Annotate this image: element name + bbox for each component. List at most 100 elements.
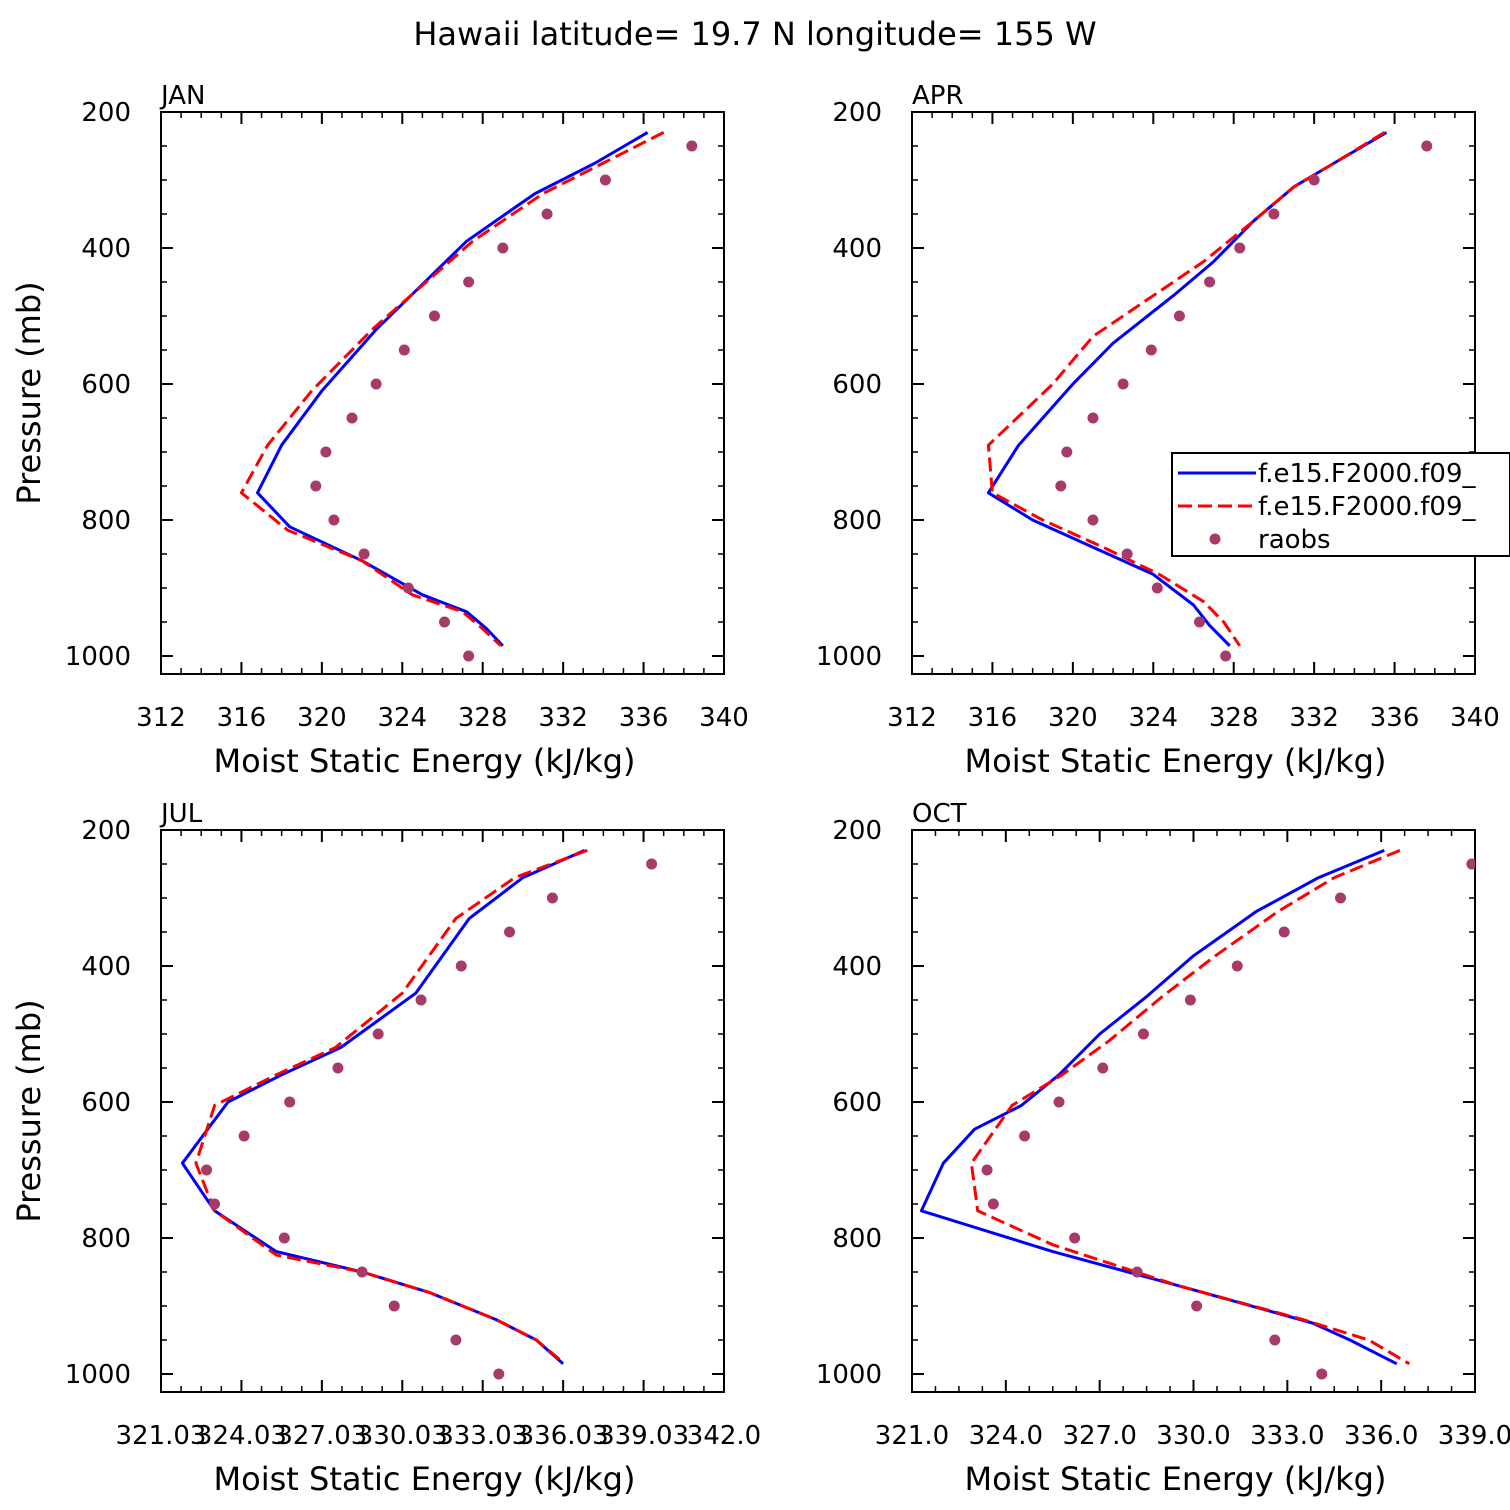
y-tick-label: 200 [81,98,131,128]
raobs-point [388,1300,400,1312]
series-group [986,131,1433,662]
raobs-point [1184,994,1196,1006]
raobs-point [504,926,516,938]
raobs-point [1268,208,1280,220]
raobs-point [1466,858,1475,870]
panels: JAN 312 316 320 324 328 332 336 340 200 400 600 800 1… [10,81,1510,1498]
x-axis-label: Moist Static Energy (kJ/kg) [965,1460,1387,1498]
legend: f.e15.F2000.f09_f.e15.F2000.f09_raobs [1171,452,1510,557]
series-group [239,131,698,662]
raobs-point [1421,140,1433,152]
legend-dot [1209,533,1221,545]
y-tick-label: 800 [832,1224,882,1254]
panel-label: JAN [159,81,205,111]
raobs-point [1191,1300,1203,1312]
raobs-point [1087,412,1099,424]
raobs-point [415,994,427,1006]
raobs-point [428,310,440,322]
x-tick-label: 316 [968,703,1018,733]
raobs-point [1117,378,1129,390]
x-tick-label: 324 [377,703,427,733]
y-tick-label: 400 [832,952,882,982]
x-tick-label: 316 [217,703,267,733]
raobs-point [1220,650,1232,662]
x-tick-label: 332 [1289,703,1339,733]
raobs-point [450,1334,462,1346]
x-tick-label: 320 [1048,703,1098,733]
raobs-point [370,378,382,390]
series-group [919,849,1475,1380]
model-line-dashed [194,848,588,1364]
raobs-point [1204,276,1216,288]
y-tick-label: 200 [832,98,882,128]
y-tick-label: 600 [832,1088,882,1118]
x-axis-label: Moist Static Energy (kJ/kg) [214,1460,636,1498]
raobs-point [463,276,475,288]
raobs-point [372,1028,384,1040]
raobs-point [1335,892,1347,904]
raobs-point [646,858,658,870]
raobs-point [1069,1232,1081,1244]
y-tick-label: 800 [832,506,882,536]
model-line-solid [919,849,1398,1366]
x-tick-label: 332 [538,703,588,733]
raobs-point [1121,548,1133,560]
raobs-point [541,208,553,220]
raobs-point [1137,1028,1149,1040]
raobs-point [1087,514,1099,526]
raobs-point [238,1130,250,1142]
x-tick-label: 320 [297,703,347,733]
legend-label: f.e15.F2000.f09_ [1258,492,1476,522]
raobs-point [1053,1096,1065,1108]
raobs-point [201,1164,213,1176]
x-tick-label: 339.0 [1438,1421,1510,1451]
y-tick-label: 600 [832,370,882,400]
y-tick-label: 400 [81,234,131,264]
raobs-point [1231,960,1243,972]
raobs-point [1234,242,1246,254]
raobs-point [402,582,414,594]
raobs-point [310,480,322,492]
raobs-point [1269,1334,1281,1346]
x-axis-label: Moist Static Energy (kJ/kg) [965,742,1387,780]
y-tick-label: 800 [81,506,131,536]
raobs-point [1061,446,1073,458]
raobs-point [1151,582,1163,594]
y-tick-label: 200 [832,816,882,846]
raobs-point [398,344,410,356]
raobs-point [686,140,698,152]
figure-title: Hawaii latitude= 19.7 N longitude= 155 W [413,15,1096,53]
y-tick-label: 1000 [816,1360,882,1390]
raobs-point [546,892,558,904]
y-axis-label: Pressure (mb) [10,281,48,504]
model-line-dashed [969,849,1411,1366]
model-line-solid [256,131,649,647]
raobs-point [358,548,370,560]
x-tick-label: 330.03 [357,1421,448,1451]
x-tick-label: 328 [458,703,508,733]
model-line-dashed [986,131,1386,647]
raobs-point [493,1368,505,1380]
x-tick-label: 342.0 [687,1421,761,1451]
raobs-point [209,1198,221,1210]
panel-jan: JAN 312 316 320 324 328 332 336 340 200 400 600 800 1… [10,81,749,780]
raobs-point [328,514,340,526]
raobs-point [1278,926,1290,938]
x-tick-label: 336 [619,703,669,733]
model-line-dashed [239,131,665,647]
raobs-point [599,174,611,186]
plot-frame [911,111,1476,675]
raobs-point [1173,310,1185,322]
raobs-point [356,1266,368,1278]
raobs-point [346,412,358,424]
raobs-point [1316,1368,1328,1380]
panel-label: APR [912,81,964,111]
x-tick-label: 333.0 [1250,1421,1324,1451]
raobs-point [1055,480,1067,492]
model-line-solid [180,849,586,1365]
y-axis-label: Pressure (mb) [10,999,48,1222]
legend-label: raobs [1258,525,1331,555]
legend-label: f.e15.F2000.f09_ [1258,459,1476,489]
raobs-point [1308,174,1320,186]
x-tick-label: 340 [1450,703,1500,733]
